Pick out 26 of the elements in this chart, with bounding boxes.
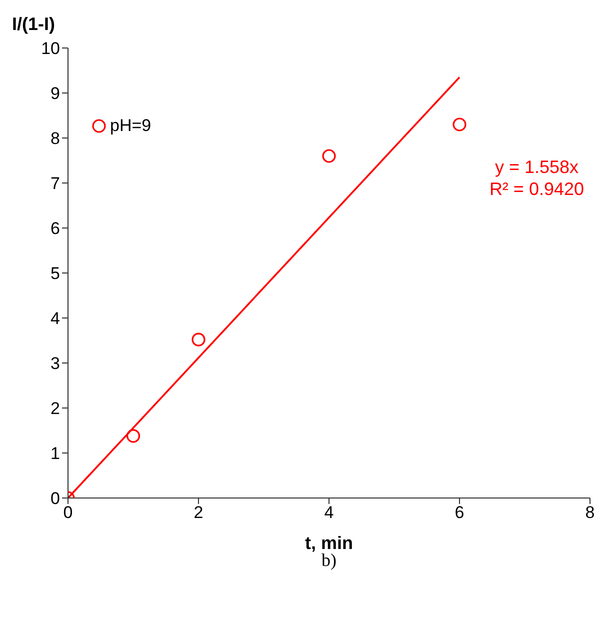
x-tick-label: 0: [63, 503, 73, 522]
x-tick-label: 4: [324, 503, 334, 522]
x-tick-label: 8: [585, 503, 595, 522]
y-tick-label: 3: [50, 354, 60, 374]
y-tick-label: 4: [50, 309, 60, 328]
point: [126, 429, 140, 443]
y-tick-label: 1: [50, 444, 60, 464]
y-tick-label: 7: [50, 174, 60, 194]
x-tick-label: 2: [194, 503, 204, 522]
annotation: y = 1.558x: [494, 156, 580, 178]
annotation: R² = 0.9420: [489, 178, 584, 200]
y-tick-label: 5: [50, 264, 60, 284]
point: [322, 149, 336, 163]
x-tick-label: 6: [454, 503, 464, 522]
y-tick-label: 6: [50, 219, 60, 238]
y-tick-label: 0: [50, 489, 60, 508]
point: [192, 332, 206, 346]
y-tick-label: 9: [50, 84, 60, 104]
x-axis-title: t, min: [305, 532, 353, 553]
legend-label: pH=9: [110, 116, 152, 136]
y-tick-label: 8: [50, 129, 60, 148]
text: b): [320, 550, 338, 571]
point: [452, 118, 466, 132]
y-tick-label: 10: [41, 39, 60, 58]
y-axis-title: I/(1-I): [12, 14, 55, 35]
y-tick-label: 2: [50, 399, 60, 418]
